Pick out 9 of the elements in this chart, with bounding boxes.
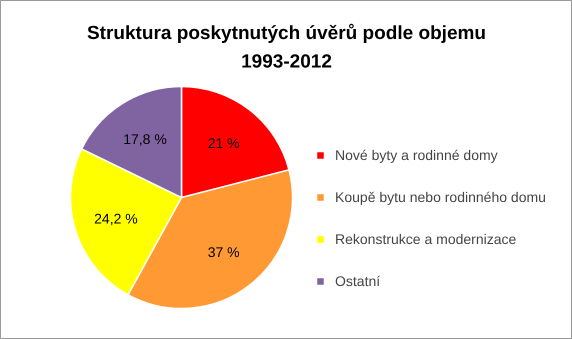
legend-label: Ostatní — [335, 273, 380, 289]
data-label: 24,2 % — [94, 210, 138, 226]
legend-label: Rekonstrukce a modernizace — [335, 231, 516, 247]
data-label: 17,8 % — [123, 131, 167, 148]
legend-label: Nové byty a rodinné domy — [335, 147, 498, 163]
data-label: 37 % — [208, 244, 240, 260]
chart-title: Struktura poskytnutých úvěrů podle objemu 1993-2012 — [86, 23, 486, 72]
data-label: 21 % — [208, 135, 240, 152]
legend-label: Koupě bytu nebo rodinného domu — [335, 189, 546, 205]
